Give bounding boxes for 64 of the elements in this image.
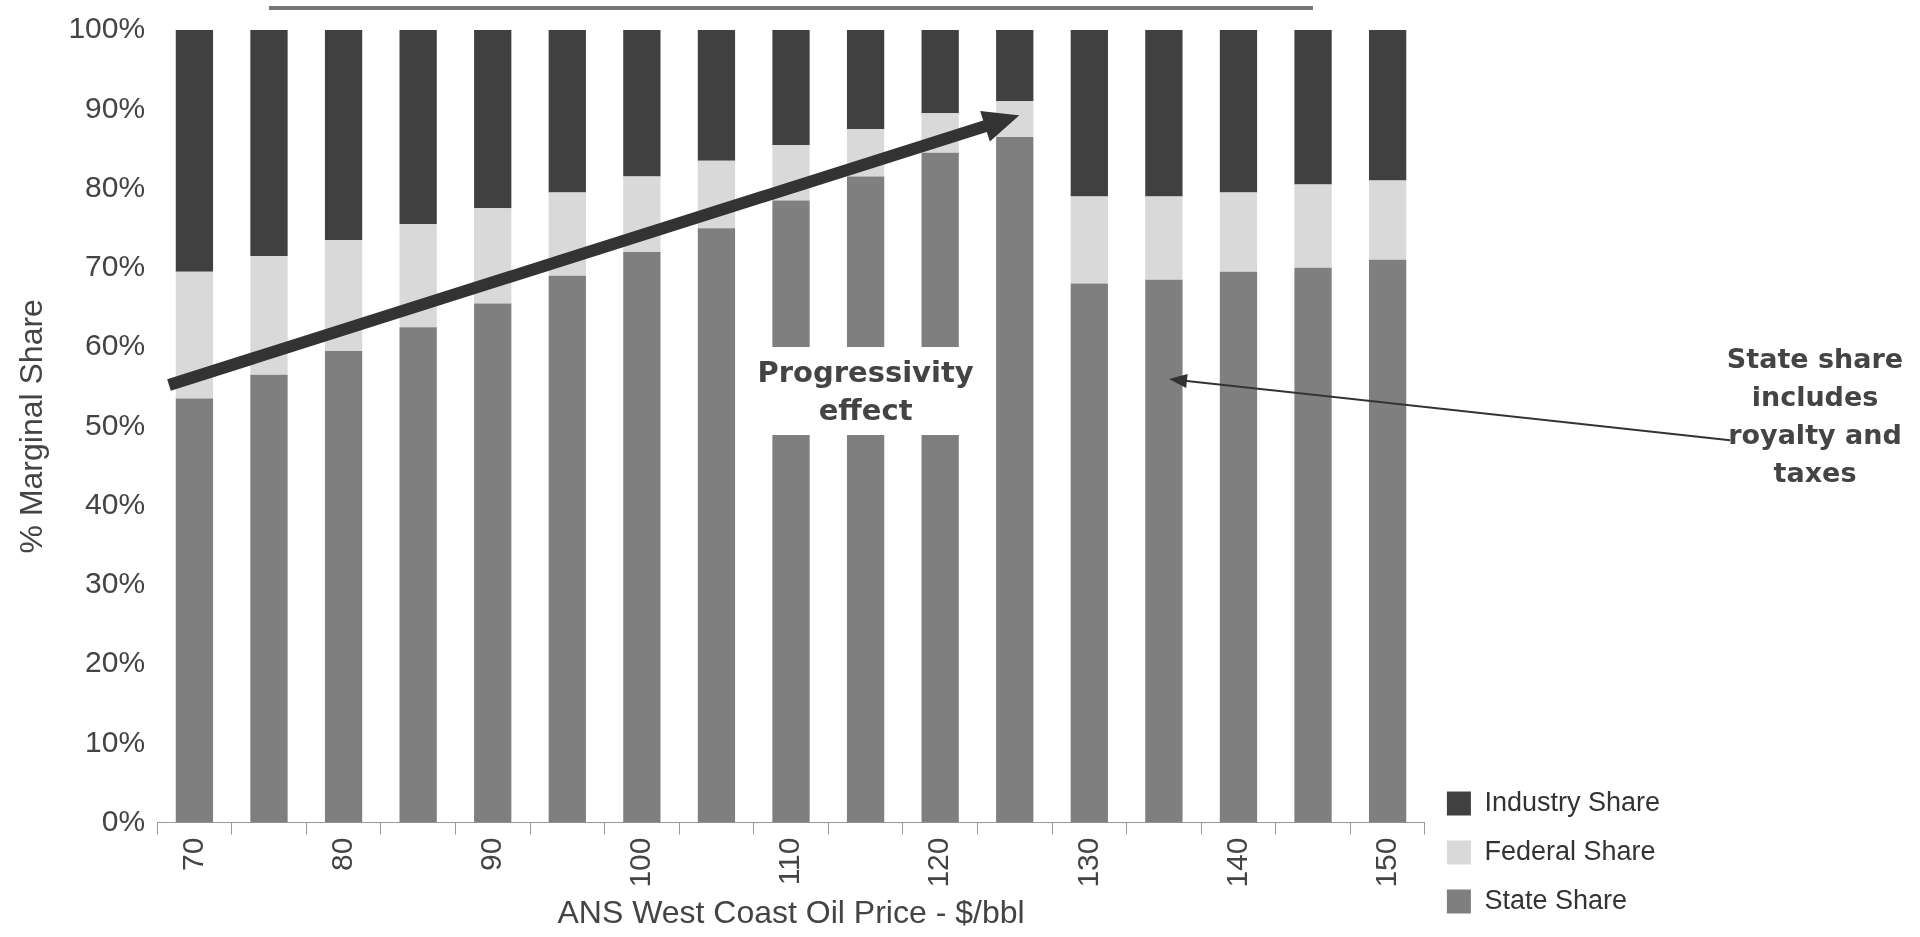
bar <box>772 30 810 145</box>
bar <box>1070 30 1108 197</box>
annotation: Progressivity effect <box>745 346 986 435</box>
bar <box>399 30 437 225</box>
bar <box>324 30 363 241</box>
legend-label: Federal Share <box>1484 835 1656 866</box>
x-tick-label: 100 <box>623 837 657 888</box>
bar <box>1145 196 1183 280</box>
bar <box>921 30 959 114</box>
bar <box>1145 279 1183 823</box>
x-tick-label: 140 <box>1219 837 1253 888</box>
bar <box>399 327 437 823</box>
bar <box>623 251 661 823</box>
bar <box>474 303 512 823</box>
legend-label: State Share <box>1484 884 1627 915</box>
y-axis-title: % Marginal Share <box>13 299 50 554</box>
bar <box>1294 30 1332 185</box>
bar <box>1219 192 1258 272</box>
bar <box>1294 267 1332 823</box>
y-tick-label: 80% <box>85 169 146 203</box>
bar <box>250 374 288 823</box>
y-tick-label: 90% <box>85 90 146 124</box>
bar <box>697 228 736 823</box>
bar <box>1070 196 1108 284</box>
y-tick-label: 100% <box>68 11 146 45</box>
y-tick-label: 70% <box>85 249 146 283</box>
bar <box>1368 30 1407 181</box>
bar <box>175 30 214 272</box>
y-tick-label: 0% <box>101 803 146 837</box>
bar <box>697 30 736 161</box>
y-tick-label: 60% <box>85 328 146 362</box>
bar <box>1145 30 1183 197</box>
bar <box>1070 283 1108 823</box>
y-tick-label: 10% <box>85 724 146 758</box>
bar <box>1294 184 1332 268</box>
legend-label: Industry Share <box>1484 786 1660 817</box>
x-tick-label: 130 <box>1070 837 1104 888</box>
bar <box>474 30 512 209</box>
bar <box>250 30 288 256</box>
bar <box>175 271 214 399</box>
y-tick-label: 50% <box>85 407 146 441</box>
bar <box>548 30 586 193</box>
bar <box>996 136 1034 823</box>
x-tick-label: 90 <box>473 837 507 871</box>
bar <box>1219 30 1258 193</box>
x-axis-title: ANS West Coast Oil Price - $/bbl <box>557 893 1025 930</box>
x-tick-label: 110 <box>772 837 806 886</box>
x-tick-label: 80 <box>324 837 358 871</box>
bar <box>1219 271 1258 823</box>
bar <box>175 398 214 823</box>
bar <box>1368 180 1407 260</box>
y-tick-label: 20% <box>85 645 146 679</box>
bar <box>324 350 363 823</box>
bar <box>548 275 586 823</box>
x-tick-label: 150 <box>1368 837 1402 888</box>
y-tick-label: 40% <box>85 486 146 520</box>
y-tick-label: 30% <box>85 566 146 600</box>
bar <box>996 30 1034 102</box>
x-tick-label: 120 <box>921 837 955 888</box>
text: State share includes royalty and taxes <box>1725 342 1905 490</box>
x-tick-label: 70 <box>175 837 209 871</box>
bar <box>846 30 885 130</box>
bar <box>1368 259 1407 823</box>
bar <box>623 30 661 177</box>
